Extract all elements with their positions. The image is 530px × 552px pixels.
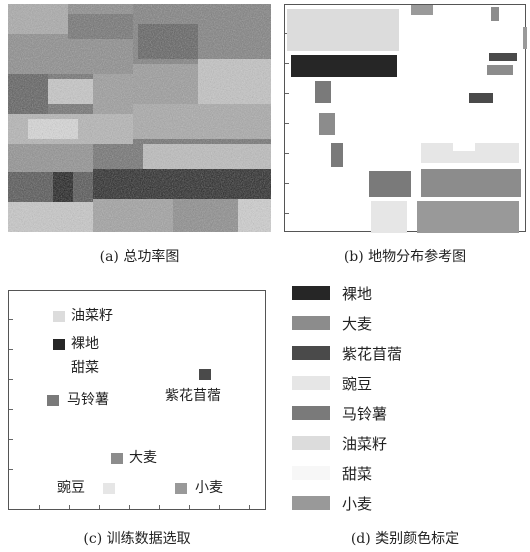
legend-item: 紫花苜蓿 bbox=[292, 344, 403, 363]
total-power-image-texture bbox=[8, 4, 271, 232]
legend-item: 豌豆 bbox=[292, 374, 373, 393]
region-potato-a bbox=[315, 81, 331, 103]
legend-swatch bbox=[292, 436, 330, 450]
label-alfalfa: 紫花苜蓿 bbox=[165, 388, 221, 404]
region-barley-a bbox=[487, 65, 513, 75]
label-pea: 豌豆 bbox=[57, 480, 85, 496]
sample-wheat bbox=[175, 483, 187, 494]
legend-label: 小麦 bbox=[342, 494, 373, 513]
legend-swatch bbox=[292, 496, 330, 510]
region-barley-b bbox=[369, 171, 411, 197]
region-small-top bbox=[411, 5, 433, 15]
label-potato: 马铃薯 bbox=[67, 392, 109, 408]
label-barley: 大麦 bbox=[129, 450, 157, 466]
legend-item: 小麦 bbox=[292, 494, 373, 513]
region-rapeseed bbox=[287, 9, 399, 51]
legend-label: 裸地 bbox=[342, 284, 373, 303]
region-wheat bbox=[417, 201, 519, 233]
caption-b: (b) 地物分布参考图 bbox=[343, 249, 467, 265]
legend-item: 油菜籽 bbox=[292, 434, 388, 453]
label-rapeseed: 油菜籽 bbox=[71, 308, 113, 324]
region-potato-c bbox=[331, 143, 343, 167]
legend-label: 大麦 bbox=[342, 314, 373, 333]
legend-swatch bbox=[292, 376, 330, 390]
caption-d: (d) 类别颜色标定 bbox=[350, 531, 460, 547]
region-pea-a bbox=[421, 143, 519, 163]
legend-swatch bbox=[292, 316, 330, 330]
legend-swatch bbox=[292, 346, 330, 360]
region-potato-b bbox=[319, 113, 335, 135]
ground-reference-map bbox=[284, 4, 527, 233]
legend-label: 马铃薯 bbox=[342, 404, 388, 423]
sample-pea bbox=[103, 483, 115, 494]
legend-swatch bbox=[292, 286, 330, 300]
caption-a: (a) 总功率图 bbox=[99, 249, 180, 265]
region-pea-b bbox=[371, 201, 407, 233]
sample-alfalfa bbox=[199, 369, 211, 380]
sample-barley bbox=[111, 453, 123, 464]
legend-label: 紫花苜蓿 bbox=[342, 344, 403, 363]
caption-c: (c) 训练数据选取 bbox=[83, 531, 191, 547]
region-alfalfa-b bbox=[469, 93, 493, 103]
label-wheat: 小麦 bbox=[195, 480, 223, 496]
legend-swatch bbox=[292, 406, 330, 420]
label-bare-land: 裸地 bbox=[71, 336, 99, 352]
label-beet: 甜菜 bbox=[71, 360, 99, 376]
region-small-top-right bbox=[491, 7, 499, 21]
legend-item: 甜菜 bbox=[292, 464, 373, 483]
sample-rapeseed bbox=[53, 311, 65, 322]
legend-label: 甜菜 bbox=[342, 464, 373, 483]
region-bare-land bbox=[291, 55, 397, 77]
region-barley-c bbox=[421, 169, 521, 197]
region-edge-right bbox=[523, 27, 527, 49]
sample-potato bbox=[47, 395, 59, 406]
legend-label: 油菜籽 bbox=[342, 434, 388, 453]
legend-swatch bbox=[292, 466, 330, 480]
training-data-panel: 油菜籽 裸地 甜菜 马铃薯 紫花苜蓿 大麦 豌豆 小麦 bbox=[8, 290, 266, 510]
legend-item: 马铃薯 bbox=[292, 404, 388, 423]
region-alfalfa-a bbox=[489, 53, 517, 61]
legend-item: 大麦 bbox=[292, 314, 373, 333]
region-pea-a-notch bbox=[453, 143, 475, 151]
legend-item: 裸地 bbox=[292, 284, 373, 303]
sample-bare-land bbox=[53, 339, 65, 350]
total-power-image bbox=[8, 4, 271, 232]
legend-label: 豌豆 bbox=[342, 374, 373, 393]
